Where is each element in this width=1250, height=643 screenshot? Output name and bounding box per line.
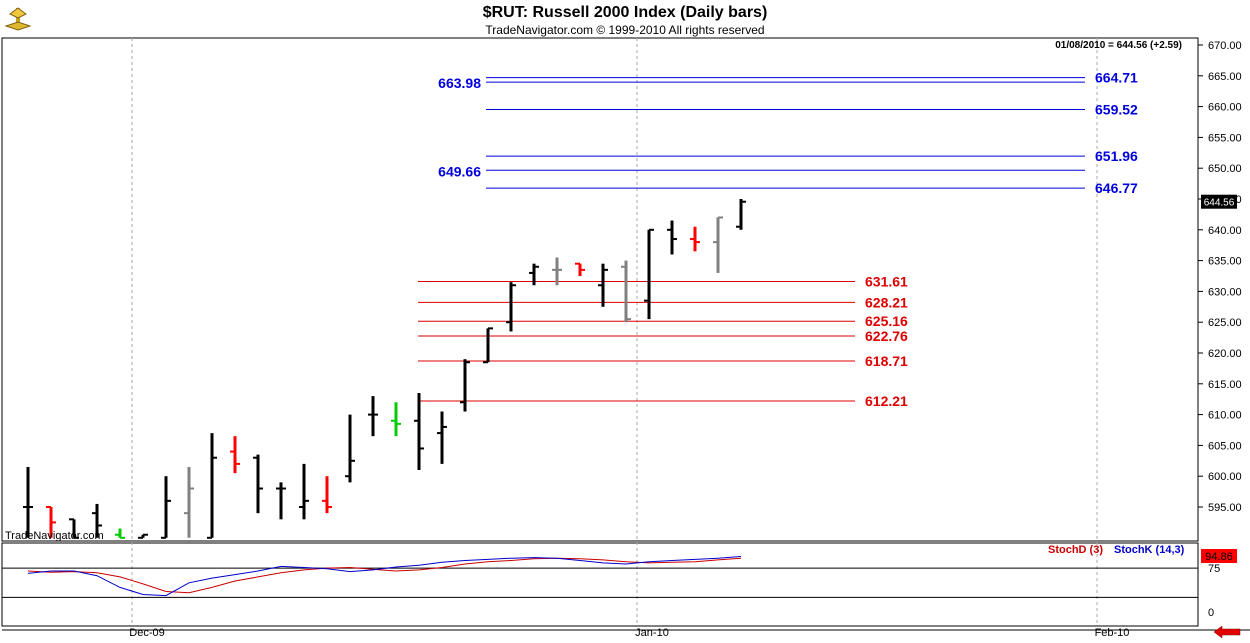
ohlc-bar bbox=[713, 216, 723, 273]
support-label: 625.16 bbox=[865, 313, 908, 329]
price-readout: 01/08/2010 = 644.56 (+2.59) bbox=[1055, 40, 1182, 51]
price-tick-label: 655.00 bbox=[1208, 132, 1242, 144]
price-tick-label: 620.00 bbox=[1208, 348, 1242, 360]
resistance-label: 659.52 bbox=[1095, 102, 1138, 118]
ohlc-bar bbox=[299, 463, 309, 520]
ohlc-bar bbox=[207, 433, 217, 539]
price-tick-label: 635.00 bbox=[1208, 256, 1242, 268]
stoch-tick-label: 0 bbox=[1208, 607, 1214, 619]
ohlc-bar bbox=[644, 228, 654, 320]
stochd-line bbox=[27, 557, 742, 594]
date-tick-label: Jan-10 bbox=[635, 627, 669, 639]
ohlc-bar bbox=[368, 396, 378, 437]
ohlc-bar bbox=[115, 528, 125, 539]
support-label: 618.71 bbox=[865, 353, 908, 369]
resistance-label: 663.98 bbox=[438, 75, 481, 91]
stoch-last-label: 94.86 bbox=[1205, 551, 1233, 563]
ohlc-bars bbox=[23, 199, 746, 539]
ohlc-bar bbox=[575, 262, 585, 276]
ohlc-bar bbox=[46, 506, 56, 538]
ohlc-bar bbox=[598, 263, 608, 307]
ohlc-bar bbox=[667, 220, 677, 255]
resistance-label: 646.77 bbox=[1095, 180, 1138, 196]
grid-lines bbox=[1, 37, 1250, 631]
price-tick-label: 665.00 bbox=[1208, 71, 1242, 83]
ohlc-bar bbox=[345, 414, 355, 483]
watermark-text: TradeNavigator.com bbox=[5, 530, 104, 542]
support-label: 622.76 bbox=[865, 328, 908, 344]
price-tick-label: 670.00 bbox=[1208, 40, 1242, 52]
ohlc-bar bbox=[506, 282, 516, 332]
price-axis: 595.00 600.00 605.00 610.00 615.00 620.00 625.… bbox=[5, 40, 1242, 542]
last-price-label: 644.56 bbox=[1204, 198, 1235, 209]
ohlc-bar bbox=[23, 466, 33, 538]
ohlc-bar bbox=[92, 503, 102, 538]
price-tick-label: 630.00 bbox=[1208, 286, 1242, 298]
price-tick-label: 600.00 bbox=[1208, 471, 1242, 483]
price-tick-label: 660.00 bbox=[1208, 102, 1242, 114]
ohlc-bar bbox=[69, 518, 79, 539]
support-label: 631.61 bbox=[865, 273, 908, 289]
stochd-legend: StochD (3) bbox=[1048, 544, 1103, 556]
ohlc-bar bbox=[483, 327, 493, 364]
trade-navigator-logo-icon bbox=[4, 7, 32, 31]
ohlc-bar bbox=[391, 402, 401, 437]
ohlc-bar bbox=[736, 199, 746, 230]
stochk-line bbox=[27, 556, 742, 597]
date-tick-label: Feb-10 bbox=[1095, 627, 1130, 639]
ohlc-bar bbox=[552, 257, 562, 286]
support-label: 628.21 bbox=[865, 294, 908, 310]
ohlc-bar bbox=[138, 533, 148, 539]
ohlc-bar bbox=[460, 359, 470, 412]
ohlc-bar bbox=[161, 476, 171, 539]
price-panel-frame bbox=[1, 37, 1199, 542]
stochk-legend: StochK (14,3) bbox=[1114, 544, 1185, 556]
date-tick-label: Dec-09 bbox=[129, 627, 164, 639]
stochastic-panel: 75 0 StochD (3) StochK (14,3) 94.86 bbox=[2, 544, 1237, 619]
stoch-tick-label: 75 bbox=[1208, 563, 1220, 575]
resistance-label: 664.71 bbox=[1095, 70, 1138, 86]
price-tick-label: 650.00 bbox=[1208, 163, 1242, 175]
ohlc-bar bbox=[529, 263, 539, 286]
ohlc-bar bbox=[690, 226, 700, 252]
stoch-panel-frame bbox=[1, 542, 1199, 627]
ohlc-bar bbox=[276, 482, 286, 520]
price-tick-label: 640.00 bbox=[1208, 225, 1242, 237]
ohlc-bar bbox=[621, 260, 631, 323]
price-tick-label: 595.00 bbox=[1208, 502, 1242, 514]
price-tick-label: 625.00 bbox=[1208, 317, 1242, 329]
ohlc-bar bbox=[253, 454, 263, 514]
price-tick-label: 605.00 bbox=[1208, 440, 1242, 452]
resistance-label: 649.66 bbox=[438, 163, 481, 179]
chart-title: $RUT: Russell 2000 Index (Daily bars) bbox=[482, 4, 768, 21]
ohlc-bar bbox=[230, 436, 240, 474]
ohlc-bar bbox=[414, 393, 424, 471]
support-label: 612.21 bbox=[865, 393, 908, 409]
resistance-label: 651.96 bbox=[1095, 148, 1138, 164]
scroll-left-arrow-icon[interactable] bbox=[1213, 625, 1241, 639]
price-levels: 663.98 664.71 659.52 651.96 649.66 646.77 631.… bbox=[418, 70, 1138, 409]
last-price-box bbox=[1201, 194, 1237, 209]
chart-subtitle: TradeNavigator.com © 1999-2010 All right… bbox=[485, 23, 765, 37]
price-tick-label: 615.00 bbox=[1208, 379, 1242, 391]
price-tick-label: 610.00 bbox=[1208, 410, 1242, 422]
ohlc-bar bbox=[437, 411, 447, 464]
stoch-last-box bbox=[1201, 549, 1237, 563]
ohlc-bar bbox=[322, 476, 332, 514]
ohlc-bar bbox=[184, 466, 194, 538]
date-axis: Dec-09 Jan-10 Feb-10 bbox=[129, 625, 1241, 639]
